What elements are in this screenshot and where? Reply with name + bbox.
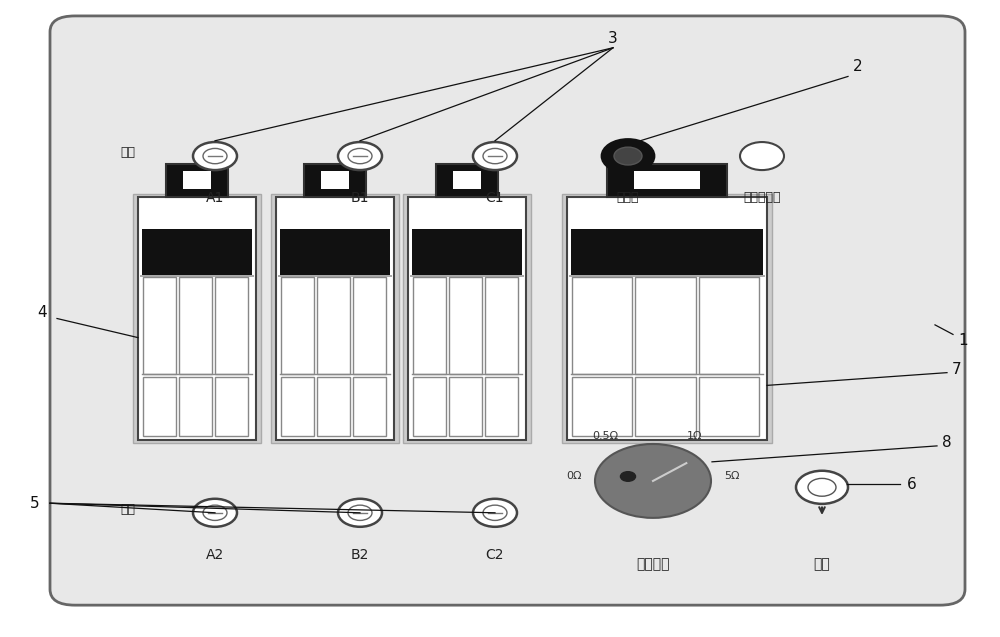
Circle shape xyxy=(348,148,372,164)
Text: 6: 6 xyxy=(907,476,917,492)
Text: B2: B2 xyxy=(351,548,369,562)
Bar xyxy=(607,164,727,197)
Bar xyxy=(353,277,386,374)
Bar xyxy=(449,377,482,436)
Bar xyxy=(562,194,772,443)
Bar xyxy=(321,171,349,189)
Text: 2: 2 xyxy=(853,59,863,75)
FancyBboxPatch shape xyxy=(50,16,965,605)
Bar xyxy=(569,275,765,277)
Bar xyxy=(166,164,228,197)
Circle shape xyxy=(796,471,848,504)
Circle shape xyxy=(203,148,227,164)
Bar xyxy=(143,377,176,436)
Circle shape xyxy=(338,142,382,170)
Text: 输出: 输出 xyxy=(120,503,136,516)
Bar xyxy=(142,229,252,275)
Circle shape xyxy=(473,499,517,527)
Bar xyxy=(215,277,248,374)
Bar xyxy=(408,197,526,440)
Bar xyxy=(271,194,399,443)
Circle shape xyxy=(193,499,237,527)
Circle shape xyxy=(740,142,784,170)
Bar xyxy=(572,277,632,374)
Text: 8: 8 xyxy=(942,435,952,450)
Text: 0Ω: 0Ω xyxy=(566,471,582,482)
Circle shape xyxy=(483,505,507,520)
Bar xyxy=(571,229,763,275)
Bar xyxy=(403,194,531,443)
Text: 切换开关: 切换开关 xyxy=(636,557,670,571)
Text: 充电座: 充电座 xyxy=(617,191,639,204)
Bar xyxy=(567,197,767,440)
Circle shape xyxy=(595,444,711,518)
Circle shape xyxy=(620,471,636,482)
Text: 报警指示灯: 报警指示灯 xyxy=(743,191,781,204)
Bar xyxy=(281,277,314,374)
Text: 3: 3 xyxy=(608,31,618,46)
Bar xyxy=(699,277,759,374)
Text: C1: C1 xyxy=(486,191,504,205)
Bar xyxy=(413,277,446,374)
Bar xyxy=(572,377,632,436)
Text: 0.5Ω: 0.5Ω xyxy=(592,431,618,441)
Circle shape xyxy=(614,147,642,165)
Text: 5Ω: 5Ω xyxy=(724,471,740,482)
Bar xyxy=(485,377,518,436)
Bar xyxy=(179,377,212,436)
Bar xyxy=(353,377,386,436)
Text: 4: 4 xyxy=(37,304,47,320)
Bar xyxy=(215,377,248,436)
Text: A1: A1 xyxy=(206,191,224,205)
Text: 1: 1 xyxy=(958,333,968,348)
Bar xyxy=(276,197,394,440)
Circle shape xyxy=(348,505,372,520)
Circle shape xyxy=(483,148,507,164)
Bar xyxy=(634,171,700,189)
Bar xyxy=(138,197,256,440)
Bar xyxy=(143,277,176,374)
Bar xyxy=(140,275,254,277)
Bar xyxy=(453,171,481,189)
Text: 5: 5 xyxy=(30,496,40,511)
Bar xyxy=(133,194,261,443)
Bar xyxy=(485,277,518,374)
Text: C2: C2 xyxy=(486,548,504,562)
Bar xyxy=(304,164,366,197)
Text: A2: A2 xyxy=(206,548,224,562)
Bar xyxy=(449,277,482,374)
Bar xyxy=(413,377,446,436)
Circle shape xyxy=(602,140,654,173)
Bar xyxy=(281,377,314,436)
Text: 1Ω: 1Ω xyxy=(687,431,703,441)
Bar xyxy=(412,229,522,275)
Bar xyxy=(280,229,390,275)
Circle shape xyxy=(473,142,517,170)
Text: 输入: 输入 xyxy=(120,147,136,159)
Bar xyxy=(179,277,212,374)
Bar xyxy=(635,277,696,374)
Bar xyxy=(699,377,759,436)
Text: B1: B1 xyxy=(351,191,369,205)
Bar xyxy=(278,275,392,277)
Bar xyxy=(436,164,498,197)
Bar xyxy=(317,377,350,436)
Circle shape xyxy=(193,142,237,170)
Circle shape xyxy=(808,478,836,496)
Bar xyxy=(635,377,696,436)
Text: 接地: 接地 xyxy=(814,557,830,571)
Text: 7: 7 xyxy=(952,362,962,377)
Bar xyxy=(317,277,350,374)
Bar xyxy=(183,171,211,189)
Circle shape xyxy=(203,505,227,520)
Bar xyxy=(410,275,524,277)
Circle shape xyxy=(338,499,382,527)
